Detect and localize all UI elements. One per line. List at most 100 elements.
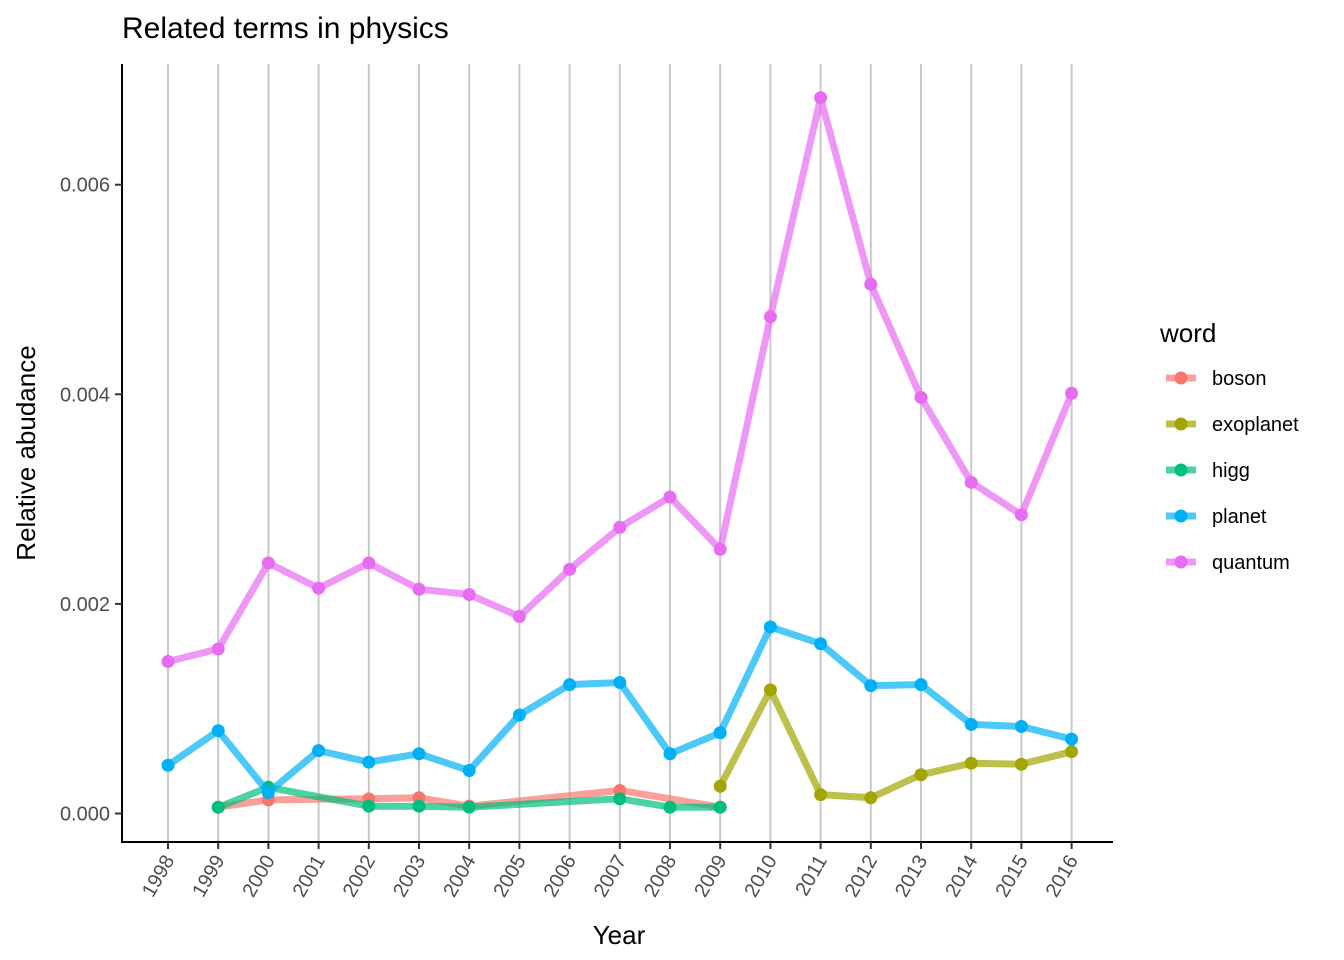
- legend-key-point: [1174, 371, 1188, 385]
- data-point-quantum: [412, 582, 426, 596]
- y-tick-label: 0.006: [60, 175, 110, 197]
- data-point-planet: [1065, 732, 1079, 746]
- legend-label: boson: [1212, 368, 1267, 390]
- x-tick-label: 2007: [590, 852, 631, 902]
- data-point-quantum: [161, 655, 175, 669]
- legend-item-planet: planet: [1166, 506, 1267, 528]
- x-tick-label: 2013: [891, 852, 932, 902]
- x-tick-label: 2006: [540, 852, 581, 902]
- data-point-planet: [864, 679, 878, 693]
- data-point-planet: [964, 717, 978, 731]
- x-axis-title: Year: [593, 920, 646, 950]
- data-point-planet: [914, 678, 928, 692]
- data-point-quantum: [763, 310, 777, 324]
- chart-title: Related terms in physics: [122, 12, 449, 45]
- data-point-planet: [663, 747, 677, 761]
- legend-key-point: [1174, 509, 1188, 523]
- data-point-higg: [362, 799, 376, 813]
- data-point-planet: [312, 744, 326, 758]
- legend-item-boson: boson: [1166, 368, 1267, 390]
- x-tick-label: 2003: [389, 852, 430, 902]
- data-point-planet: [613, 676, 627, 689]
- data-point-exoplanet: [1065, 745, 1079, 759]
- data-point-quantum: [613, 520, 627, 534]
- x-tick-label: 1999: [188, 852, 229, 902]
- series-quantum: [161, 91, 1079, 669]
- series-higg: [211, 780, 727, 814]
- data-point-planet: [161, 758, 175, 772]
- legend-label: planet: [1212, 506, 1267, 528]
- data-point-higg: [412, 799, 426, 813]
- x-tick-label: 2009: [690, 852, 731, 902]
- data-point-quantum: [462, 587, 476, 601]
- x-tick-label: 2008: [640, 852, 681, 902]
- x-tick-label: 2005: [489, 852, 530, 902]
- data-point-planet: [261, 786, 275, 800]
- data-point-planet: [1014, 720, 1028, 734]
- grid-lines: [167, 64, 1073, 842]
- legend-key-point: [1174, 417, 1188, 431]
- data-point-higg: [713, 800, 727, 814]
- data-point-planet: [512, 708, 526, 722]
- data-point-planet: [211, 724, 225, 738]
- legend-label: higg: [1212, 460, 1250, 482]
- legend-item-higg: higg: [1166, 460, 1250, 482]
- data-point-exoplanet: [964, 756, 978, 770]
- axes: [121, 64, 1113, 843]
- x-tick-label: 2010: [740, 852, 781, 902]
- data-point-quantum: [1065, 386, 1079, 400]
- y-axis-title: Relative abudance: [11, 345, 41, 560]
- data-point-exoplanet: [763, 683, 777, 697]
- data-point-higg: [613, 792, 627, 806]
- series-layer: [161, 91, 1079, 814]
- x-ticks: 1998 1999 2000 2001 2002 2003 2004 2005 2006 2007…: [138, 842, 1083, 901]
- y-ticks: 0.000 0.002 0.004 0.006: [60, 175, 122, 826]
- x-tick-label: 2016: [1042, 852, 1083, 902]
- data-point-quantum: [663, 490, 677, 504]
- data-point-planet: [814, 637, 828, 651]
- legend-key-point: [1174, 555, 1188, 569]
- legend-label: quantum: [1212, 552, 1290, 574]
- series-line-exoplanet: [717, 686, 1073, 802]
- data-point-quantum: [864, 277, 878, 291]
- data-point-quantum: [362, 556, 376, 570]
- x-tick-label: 2011: [791, 852, 832, 900]
- x-tick-label: 2012: [841, 852, 882, 902]
- data-point-quantum: [512, 609, 526, 623]
- series-exoplanet: [713, 683, 1079, 805]
- data-point-exoplanet: [864, 791, 878, 805]
- x-tick-label: 2001: [289, 852, 330, 902]
- x-tick-label: 2002: [339, 852, 380, 902]
- data-point-quantum: [563, 562, 577, 576]
- x-tick-label: 2014: [941, 852, 982, 902]
- x-tick-label: 2015: [991, 852, 1032, 902]
- data-point-quantum: [1014, 508, 1028, 522]
- data-point-planet: [412, 747, 426, 761]
- data-point-quantum: [211, 642, 225, 656]
- data-point-quantum: [914, 390, 928, 404]
- data-point-exoplanet: [814, 788, 828, 802]
- legend-item-quantum: quantum: [1166, 552, 1290, 574]
- y-tick-label: 0.002: [60, 594, 110, 616]
- series-planet: [161, 620, 1079, 800]
- data-point-planet: [462, 764, 476, 778]
- y-tick-label: 0.004: [60, 384, 110, 406]
- x-tick-label: 2004: [439, 852, 480, 902]
- legend-label: exoplanet: [1212, 414, 1299, 436]
- data-point-quantum: [713, 542, 727, 556]
- data-point-exoplanet: [914, 768, 928, 782]
- data-point-higg: [663, 800, 677, 814]
- x-tick-label: 1998: [138, 852, 179, 902]
- data-point-exoplanet: [713, 779, 727, 793]
- series-line-higg: [216, 783, 721, 811]
- y-tick-label: 0.000: [60, 804, 110, 826]
- data-point-higg: [211, 800, 225, 814]
- data-point-planet: [763, 620, 777, 634]
- legend-item-exoplanet: exoplanet: [1166, 414, 1299, 436]
- data-point-quantum: [814, 91, 828, 105]
- data-point-quantum: [261, 556, 275, 570]
- legend: word boson exoplanet higg planet quantum: [1159, 318, 1299, 574]
- data-point-quantum: [964, 475, 978, 489]
- legend-key-point: [1174, 463, 1188, 477]
